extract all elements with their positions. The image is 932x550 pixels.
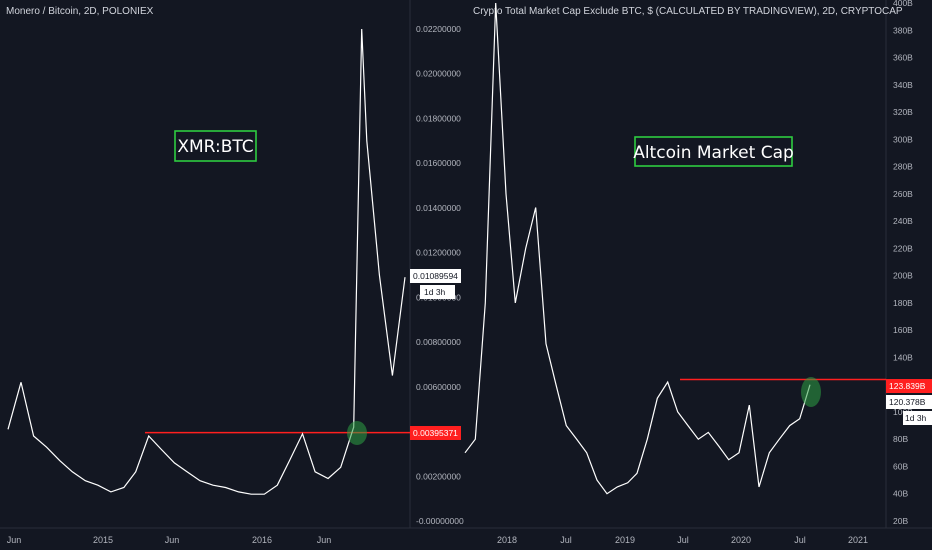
right-last-price-label: 120.378B: [889, 397, 926, 407]
right-y-tick-label: 60B: [893, 461, 908, 471]
left-y-tick-label: 0.00800000: [416, 337, 461, 347]
right-x-tick-label: Jul: [677, 535, 689, 545]
right-level-tag-label: 123.839B: [889, 381, 926, 391]
left-countdown-label: 1d 3h: [424, 287, 446, 297]
right-highlight-circle: [801, 377, 821, 407]
right-y-tick-label: 180B: [893, 298, 913, 308]
right-x-tick-label: 2020: [731, 535, 751, 545]
left-y-tick-label: 0.01200000: [416, 248, 461, 258]
left-y-tick-label: 0.01600000: [416, 158, 461, 168]
left-price-line: [7, 28, 406, 495]
xmr-btc-annotation-box[interactable]: [174, 130, 257, 162]
left-y-tick-label: 0.00200000: [416, 471, 461, 481]
right-x-tick-label: Jul: [560, 535, 572, 545]
right-countdown-tag: [903, 411, 932, 425]
right-y-tick-label: 200B: [893, 271, 913, 281]
left-y-tick-label: 0.00600000: [416, 382, 461, 392]
left-last-price-tag: [410, 269, 461, 283]
right-y-tick-label: 280B: [893, 162, 913, 172]
right-price-line: [464, 2, 811, 495]
left-last-price-label: 0.01089594: [413, 271, 458, 281]
right-y-tick-label: 260B: [893, 189, 913, 199]
right-x-tick-label: 2021: [848, 535, 868, 545]
left-y-tick-label: 0.02200000: [416, 24, 461, 34]
left-level-tag-label: 0.00395371: [413, 428, 458, 438]
right-x-tick-label: Jul: [794, 535, 806, 545]
right-last-price-tag: [886, 395, 932, 409]
altcoin-annotation-box[interactable]: [634, 136, 793, 167]
right-y-tick-label: 20B: [893, 516, 908, 526]
xmr-btc-annotation-label: XMR:BTC: [177, 137, 253, 157]
left-x-tick-label: 2015: [93, 535, 113, 545]
left-x-tick-label: 2016: [252, 535, 272, 545]
right-y-axis: 400B 380B 360B 340B 320B 300B 280B 260B 240B 220B…: [893, 0, 913, 526]
right-y-tick-label: 360B: [893, 53, 913, 63]
right-y-tick-label: 160B: [893, 325, 913, 335]
right-y-tick-label: 340B: [893, 80, 913, 90]
left-x-tick-label: Jun: [317, 535, 332, 545]
right-chart: Crypto Total Market Cap Exclude BTC, $ (…: [464, 0, 932, 545]
left-y-tick-label: 0.02000000: [416, 69, 461, 79]
right-y-tick-label: 220B: [893, 243, 913, 253]
left-y-tick-label: -0.00000000: [416, 516, 464, 526]
right-y-tick-label: 400B: [893, 0, 913, 8]
right-y-tick-label: 140B: [893, 352, 913, 362]
right-y-tick-label: 300B: [893, 134, 913, 144]
right-y-tick-label: 80B: [893, 434, 908, 444]
altcoin-annotation-label: Altcoin Market Cap: [633, 143, 794, 163]
right-y-tick-label: 40B: [893, 489, 908, 499]
left-y-tick-label: 0.01400000: [416, 203, 461, 213]
left-x-tick-label: Jun: [7, 535, 22, 545]
left-x-axis: Jun 2015 Jun 2016 Jun: [7, 535, 332, 545]
left-level-tag: [410, 426, 461, 440]
left-chart-title: Monero / Bitcoin, 2D, POLONIEX: [6, 6, 154, 17]
right-x-tick-label: 2018: [497, 535, 517, 545]
left-countdown-tag: [420, 285, 455, 299]
right-y-tick-label: 240B: [893, 216, 913, 226]
right-y-tick-label: 320B: [893, 107, 913, 117]
left-y-tick-label: 0.01800000: [416, 113, 461, 123]
right-level-tag: [886, 379, 932, 393]
left-highlight-circle: [347, 421, 367, 445]
right-countdown-label: 1d 3h: [905, 413, 927, 423]
right-y-tick-label: 380B: [893, 25, 913, 35]
right-x-axis: 2018 Jul 2019 Jul 2020 Jul 2021: [497, 535, 868, 545]
left-chart: Monero / Bitcoin, 2D, POLONIEX 0.0220000…: [6, 0, 464, 545]
right-chart-title: Crypto Total Market Cap Exclude BTC, $ (…: [473, 6, 903, 17]
right-x-tick-label: 2019: [615, 535, 635, 545]
left-x-tick-label: Jun: [165, 535, 180, 545]
